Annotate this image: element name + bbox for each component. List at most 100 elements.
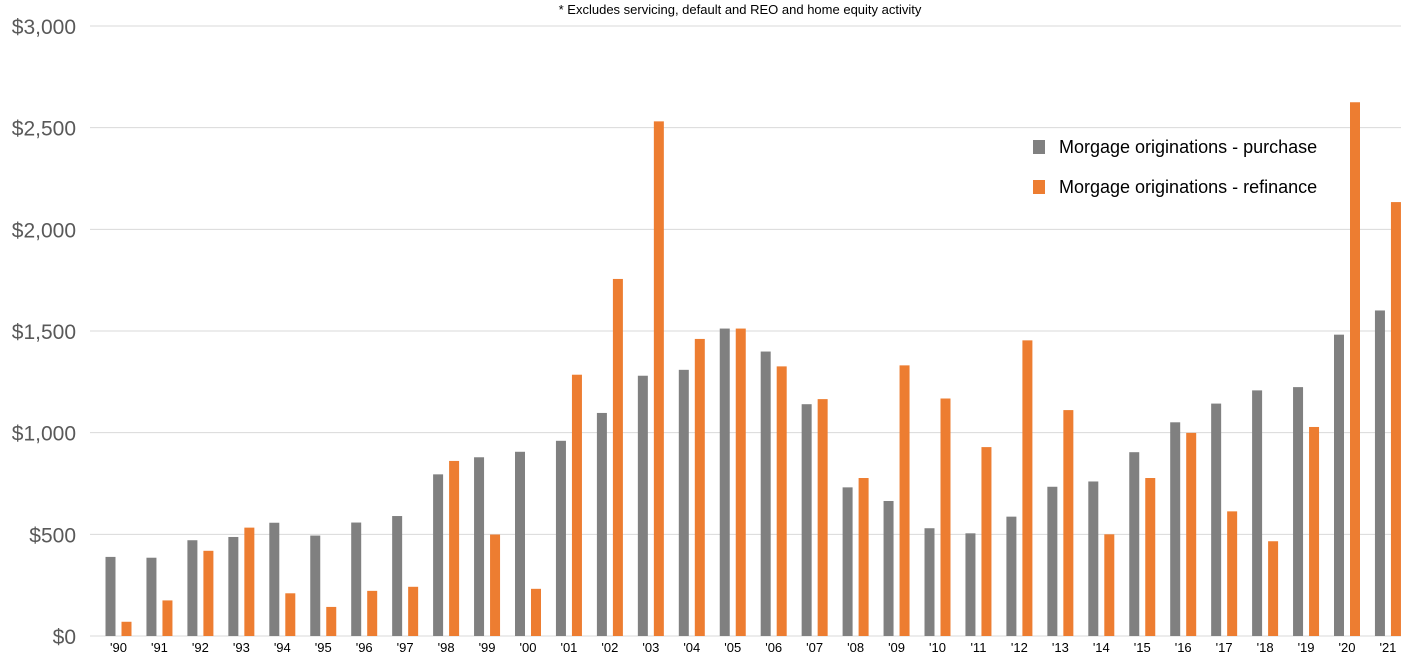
bar-refinance	[817, 399, 828, 636]
x-tick-label: '00	[520, 640, 537, 654]
bar-purchase	[310, 535, 321, 636]
x-tick-label: '91	[151, 640, 168, 654]
bar-purchase	[269, 522, 280, 636]
bar-purchase	[1088, 481, 1099, 636]
bar-purchase	[146, 557, 157, 636]
chart-subtitle: * Excludes servicing, default and REO an…	[559, 2, 922, 17]
x-tick-label: '17	[1216, 640, 1233, 654]
x-tick-label: '01	[560, 640, 577, 654]
x-tick-label: '06	[765, 640, 782, 654]
y-tick-label: $1,000	[12, 423, 76, 446]
legend-label: Morgage originations - purchase	[1059, 137, 1317, 157]
bar-purchase	[924, 528, 935, 636]
y-tick-label: $2,500	[12, 118, 76, 141]
x-tick-label: '90	[110, 640, 127, 654]
bar-purchase	[1252, 390, 1263, 636]
x-tick-label: '98	[438, 640, 455, 654]
legend-swatch	[1033, 140, 1045, 154]
x-tick-label: '96	[356, 640, 373, 654]
legend: Morgage originations - purchase Morgage o…	[1033, 137, 1317, 197]
x-tick-label: '14	[1093, 640, 1110, 654]
bar-purchase	[1211, 403, 1222, 636]
bar-refinance	[1104, 534, 1115, 636]
bar-refinance	[899, 365, 910, 636]
bar-refinance	[571, 374, 582, 636]
x-tick-label: '18	[1257, 640, 1274, 654]
bar-refinance	[162, 600, 173, 636]
bar-purchase	[965, 533, 976, 636]
bar-purchase	[187, 540, 198, 636]
x-tick-label: '02	[601, 640, 618, 654]
bar-refinance	[735, 328, 746, 636]
bar-purchase	[760, 351, 771, 636]
bar-refinance	[408, 586, 419, 636]
x-tick-label: '19	[1298, 640, 1315, 654]
x-tick-label: '09	[888, 640, 905, 654]
bar-refinance	[449, 460, 460, 636]
y-tick-label: $0	[53, 626, 76, 649]
x-tick-label: '03	[642, 640, 659, 654]
bar-purchase	[678, 369, 689, 636]
bar-purchase	[883, 500, 894, 636]
bar-refinance	[244, 527, 255, 636]
bar-refinance	[1390, 202, 1401, 636]
bar-purchase	[1334, 334, 1344, 636]
bar-purchase	[515, 451, 525, 636]
bar-purchase	[1293, 387, 1304, 636]
bar-refinance	[203, 550, 214, 636]
bar-purchase	[474, 457, 485, 636]
x-tick-label: '05	[724, 640, 741, 654]
bar-purchase	[228, 536, 239, 636]
x-tick-label: '10	[929, 640, 946, 654]
x-axis-tick-labels: '90 '91 '92 '93 '94 '95 '96 '97 '98 '99 '00 '01 '02 '…	[110, 640, 1396, 655]
bar-purchase	[555, 440, 566, 636]
bar-purchase	[351, 522, 362, 636]
bar-purchase	[1129, 452, 1140, 636]
x-tick-label: '07	[806, 640, 823, 654]
bar-refinance	[981, 447, 992, 636]
bar-purchase	[801, 404, 812, 636]
x-tick-label: '94	[274, 640, 291, 654]
bar-purchase	[105, 556, 116, 636]
bar-refinance	[1268, 541, 1279, 636]
x-tick-label: '04	[683, 640, 700, 654]
y-tick-label: $500	[29, 524, 76, 547]
bar-refinance	[940, 398, 951, 636]
bar-refinance	[1309, 426, 1320, 636]
bar-refinance	[121, 621, 132, 636]
x-tick-label: '92	[192, 640, 209, 654]
x-tick-label: '93	[233, 640, 250, 654]
x-tick-label: '15	[1134, 640, 1151, 654]
bar-refinance	[653, 121, 664, 636]
bar-refinance	[490, 534, 501, 636]
bar-purchase	[392, 516, 403, 636]
x-tick-label: '99	[479, 640, 496, 654]
bar-refinance	[1022, 340, 1033, 636]
bar-refinance	[858, 478, 869, 636]
legend-label: Morgage originations - refinance	[1059, 177, 1317, 197]
x-tick-label: '08	[847, 640, 864, 654]
x-tick-label: '12	[1011, 640, 1028, 654]
bar-refinance	[285, 593, 296, 636]
y-tick-label: $1,500	[12, 321, 76, 344]
x-tick-label: '97	[397, 640, 414, 654]
x-tick-label: '13	[1052, 640, 1069, 654]
bar-purchase	[637, 375, 648, 636]
legend-swatch	[1033, 180, 1045, 194]
bar-refinance	[1350, 102, 1360, 636]
bar-refinance	[326, 606, 337, 636]
x-tick-label: '16	[1175, 640, 1192, 654]
bar-refinance	[1145, 478, 1156, 636]
x-tick-label: '20	[1339, 640, 1356, 654]
x-tick-label: '11	[970, 640, 986, 654]
bar-purchase	[1047, 486, 1058, 636]
bar-refinance	[612, 278, 623, 636]
y-axis-tick-labels: $0 $500 $1,000 $1,500 $2,000 $2,500 $3,000	[12, 16, 76, 649]
bar-purchase	[1170, 422, 1181, 636]
bar-refinance	[694, 338, 705, 636]
bar-purchase	[842, 487, 853, 636]
bar-refinance	[776, 366, 787, 636]
bar-refinance	[531, 588, 541, 636]
bar-refinance	[367, 590, 378, 636]
